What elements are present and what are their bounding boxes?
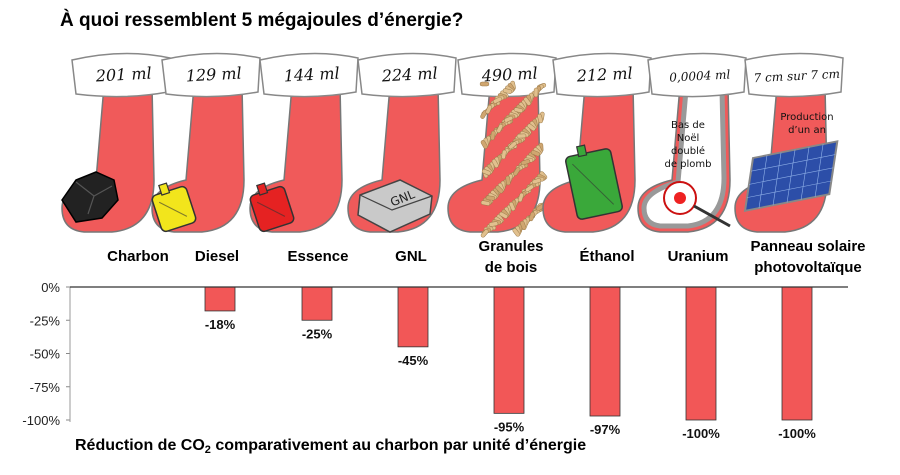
data-label: -95% [494,419,525,434]
bar-5 [493,286,525,414]
chart-caption: Réduction de CO2 comparativement au char… [75,437,586,456]
volume-label: 201 ml [94,64,152,86]
page-title: À quoi ressemblent 5 mégajoules d’énergi… [60,10,464,31]
y-tick-label: -100% [22,413,60,428]
data-label: -25% [302,326,333,341]
stocking-note: Bas de Noël doublé de plomb [664,120,711,170]
y-tick-label: -50% [30,347,61,362]
category-label: GNL [395,248,427,265]
co2-reduction-chart: 0% -25% -50% -75% -100% -18% -25% -45% -95% -97% -… [22,280,848,441]
category-label: Granules de bois [478,238,544,276]
volume-label: 212 ml [575,64,633,86]
bar-6 [589,286,621,417]
category-label: Essence [287,248,349,265]
data-label: -100% [778,426,816,441]
bar-8 [781,286,813,421]
y-tick-label: -25% [30,313,61,328]
category-label: Panneau solaire photovoltaïque [750,238,866,276]
data-label: -45% [398,353,429,368]
stocking-2: 129 ml [151,52,261,233]
category-label: Uranium [667,248,729,265]
bar-3 [301,286,333,321]
stocking-3: 144 ml [249,52,359,233]
bar-7 [685,286,717,421]
y-tick-label: 0% [41,280,60,295]
bar-2 [204,286,236,312]
category-label: Diesel [194,248,240,265]
caption-subscript: 2 [204,444,211,456]
data-label: -97% [590,422,621,437]
stocking-5: 490 ml [447,52,557,238]
data-label: -18% [205,317,236,332]
category-label: Éthanol [579,248,635,265]
bar-4 [397,286,429,348]
stocking-cuff [259,52,359,98]
volume-label: 129 ml [185,64,242,86]
volume-label: 0,0004 ml [669,67,731,84]
stocking-note: Production d’un an [780,112,833,136]
stocking-cuff [647,52,747,98]
stocking-cuff [357,52,457,98]
caption-suffix: comparativement au charbon par unité d’é… [210,437,587,454]
volume-label: 144 ml [283,64,340,86]
volume-label: 224 ml [380,64,438,86]
stocking-7: 0,0004 ml Bas de Noël doublé de plomb [637,52,747,233]
stocking-cuff [161,52,261,98]
stocking-6: 212 ml [542,52,652,233]
y-tick-label: -75% [30,380,61,395]
stocking-cuff [744,52,844,98]
data-label: -100% [682,426,720,441]
stocking-cuff [552,52,652,98]
caption-prefix: Réduction de CO [75,437,205,454]
volume-label: 7 cm sur 7 cm [753,67,840,86]
lead-lining [641,87,727,229]
category-label: Charbon [107,248,169,265]
stocking-8: 7 cm sur 7 cm Production d’un an [734,52,844,233]
y-axis: 0% -25% -50% -75% -100% [22,280,70,428]
volume-label: 490 ml [480,64,538,86]
stocking-1: 201 ml [61,52,171,233]
